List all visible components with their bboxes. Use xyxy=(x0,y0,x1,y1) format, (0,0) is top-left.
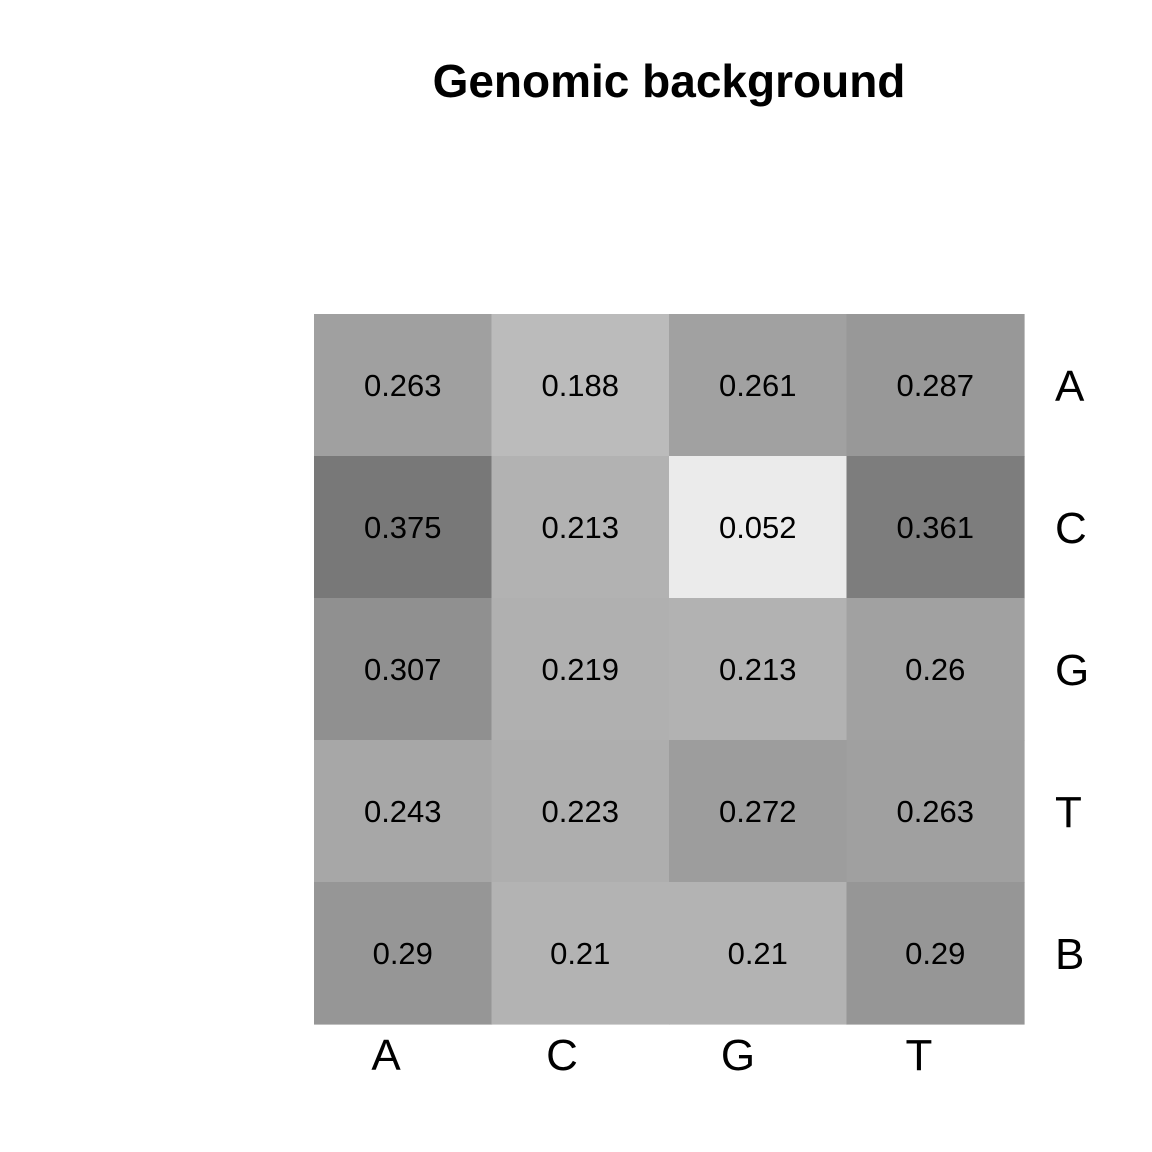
heatmap-cell-G-A xyxy=(314,598,493,741)
heatmap-cells: 0.263 0.188 0.261 0.287 0.375 0.213 0.052 0.361… xyxy=(314,314,1025,1025)
cell-value-label: 0.223 xyxy=(541,794,619,829)
row-label-B: B xyxy=(1055,930,1084,979)
cell-value-label: 0.263 xyxy=(364,368,442,403)
heatmap-cell-T-C xyxy=(491,740,670,883)
cell-value-label: 0.219 xyxy=(541,652,619,687)
heatmap-cell-B-A xyxy=(314,882,493,1025)
cell-value-label: 0.29 xyxy=(373,936,433,971)
heatmap-cell-A-A xyxy=(314,314,493,457)
heatmap-cell-C-C xyxy=(491,456,670,599)
cell-value-label: 0.261 xyxy=(719,368,797,403)
row-labels: A C G T B xyxy=(1055,362,1089,979)
cell-value-label: 0.213 xyxy=(719,652,797,687)
cell-value-label: 0.213 xyxy=(541,510,619,545)
cell-value-label: 0.361 xyxy=(896,510,974,545)
row-label-T: T xyxy=(1055,788,1082,837)
cell-value-label: 0.21 xyxy=(550,936,610,971)
heatmap-cell-B-C xyxy=(491,882,670,1025)
heatmap-cell-B-G xyxy=(669,882,848,1025)
cell-value-label: 0.052 xyxy=(719,510,797,545)
heatmap-cell-C-A xyxy=(314,456,493,599)
heatmap-cell-G-G xyxy=(669,598,848,741)
cell-value-label: 0.287 xyxy=(896,368,974,403)
cell-value-label: 0.375 xyxy=(364,510,442,545)
chart-title: Genomic background xyxy=(433,55,906,107)
row-label-C: C xyxy=(1055,504,1087,553)
column-label-T: T xyxy=(906,1031,933,1080)
heatmap-cell-G-T xyxy=(846,598,1025,741)
cell-value-label: 0.21 xyxy=(728,936,788,971)
column-label-A: A xyxy=(371,1031,401,1080)
cell-value-label: 0.29 xyxy=(905,936,965,971)
cell-value-label: 0.263 xyxy=(896,794,974,829)
heatmap-cell-B-T xyxy=(846,882,1025,1025)
heatmap-cell-T-A xyxy=(314,740,493,883)
cell-value-label: 0.272 xyxy=(719,794,797,829)
cell-value-label: 0.188 xyxy=(541,368,619,403)
column-label-G: G xyxy=(721,1031,755,1080)
heatmap-cell-C-G xyxy=(669,456,848,599)
heatmap-cell-G-C xyxy=(491,598,670,741)
column-label-C: C xyxy=(546,1031,578,1080)
cell-value-label: 0.307 xyxy=(364,652,442,687)
heatmap-cell-A-G xyxy=(669,314,848,457)
row-label-A: A xyxy=(1055,362,1085,411)
cell-value-label: 0.243 xyxy=(364,794,442,829)
heatmap-cell-A-T xyxy=(846,314,1025,457)
heatmap-cell-C-T xyxy=(846,456,1025,599)
heatmap-cell-T-G xyxy=(669,740,848,883)
heatmap-cell-T-T xyxy=(846,740,1025,883)
cell-value-label: 0.26 xyxy=(905,652,965,687)
heatmap-cell-A-C xyxy=(491,314,670,457)
row-label-G: G xyxy=(1055,646,1089,695)
